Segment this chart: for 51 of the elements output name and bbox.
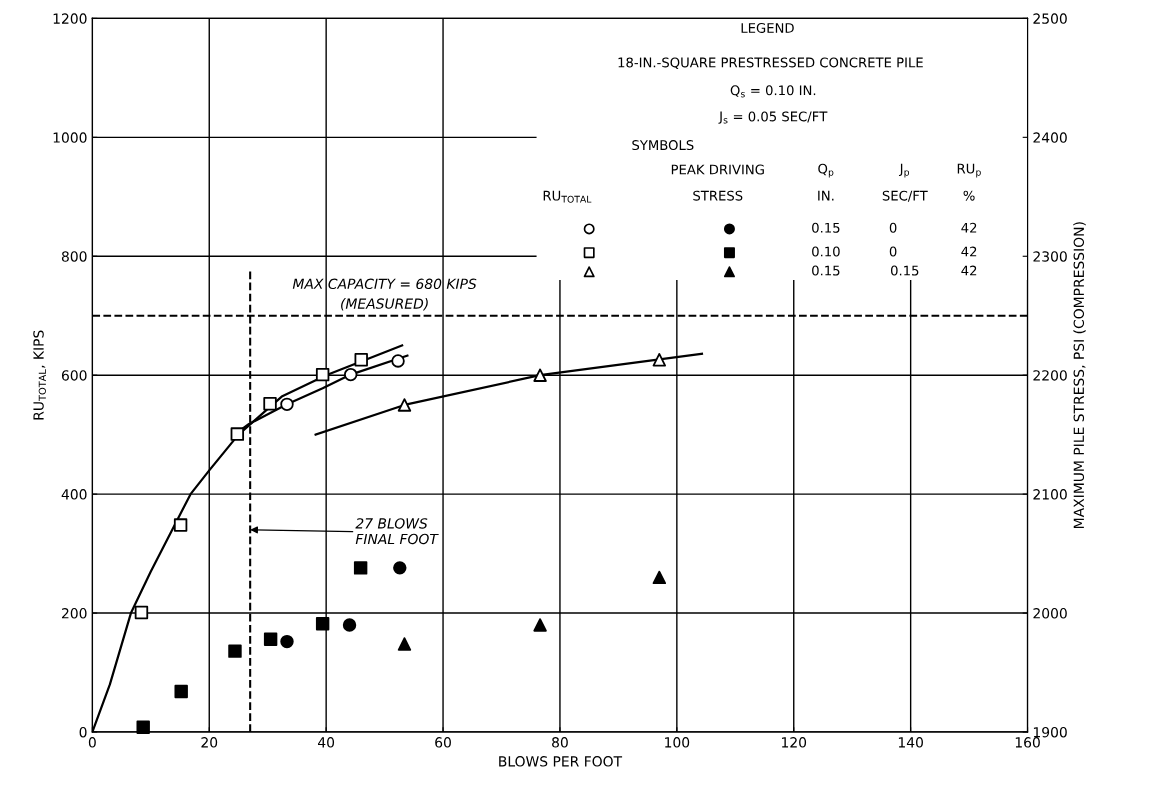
annotation: SEC/FT	[882, 190, 928, 202]
y2-tick-label: 2500	[1033, 13, 1067, 24]
annotation: 0.10	[812, 246, 840, 257]
y-tick-label: 600	[61, 370, 87, 381]
x-tick-label: 100	[665, 737, 690, 748]
x-tick-label: 60	[435, 737, 451, 748]
y2-tick-label: 2400	[1033, 132, 1067, 143]
y-tick-label: 0	[79, 726, 87, 738]
y2-tick-label: 2300	[1033, 251, 1067, 262]
annotation: 42	[961, 265, 977, 276]
annotation: 42	[961, 222, 977, 233]
x-tick-label: 120	[782, 737, 807, 748]
y-tick-label: 1200	[53, 13, 87, 24]
annotation: MAX CAPACITY = 680 KIPS (MEASURED)	[292, 278, 477, 311]
x-tick-label: 20	[201, 737, 218, 748]
y2-tick-label: 1900	[1033, 726, 1067, 738]
annotation: RU$_{TOTAL}$	[543, 190, 592, 203]
annotation: 0.15	[812, 265, 840, 276]
annotation: 0.15	[812, 222, 840, 233]
y-tick-label: 800	[61, 251, 87, 262]
annotation: J$_{p}$	[898, 163, 910, 178]
annotation: PEAK DRIVING	[671, 164, 764, 175]
y2-tick-label: 2200	[1033, 370, 1067, 381]
x-axis-title: BLOWS PER FOOT	[499, 756, 623, 767]
annotation: Q$_{p}$	[818, 163, 834, 178]
annotation: 0	[889, 246, 897, 257]
y2-axis-title: MAXIMUM PILE STRESS, PSI (COMPRESSION)	[1073, 222, 1086, 528]
x-tick-label: 0	[88, 737, 96, 748]
x-tick-label: 40	[317, 737, 335, 748]
annotation: J$_{s}$ = 0.05 SEC/FT	[718, 111, 828, 124]
annotation: 42	[961, 246, 977, 257]
y-tick-label: 1000	[53, 132, 87, 143]
annotation: 27 BLOWS FINAL FOOT	[355, 518, 439, 545]
annotation: LEGEND	[741, 22, 794, 33]
annotation: IN.	[818, 190, 834, 201]
annotation: %	[963, 190, 975, 201]
annotation: SYMBOLS	[632, 140, 694, 151]
y2-tick-label: 2000	[1033, 608, 1067, 619]
y-tick-label: 400	[61, 489, 87, 500]
annotation: RU$_{p}$	[957, 163, 981, 178]
annotation: 0.15	[890, 265, 919, 276]
annotation: Q$_{s}$ = 0.10 IN.	[730, 85, 816, 98]
x-tick-label: 140	[898, 737, 923, 748]
annotation: STRESS	[693, 190, 743, 201]
y-axis-title: RU$_{TOTAL}$, KIPS	[33, 330, 47, 420]
x-tick-label: 160	[1015, 737, 1040, 748]
x-tick-label: 80	[552, 737, 568, 748]
annotation: 18-IN.-SQUARE PRESTRESSED CONCRETE PILE	[618, 57, 923, 69]
y-tick-label: 200	[62, 608, 87, 619]
annotation: 0	[889, 222, 897, 233]
y2-tick-label: 2100	[1033, 489, 1067, 500]
